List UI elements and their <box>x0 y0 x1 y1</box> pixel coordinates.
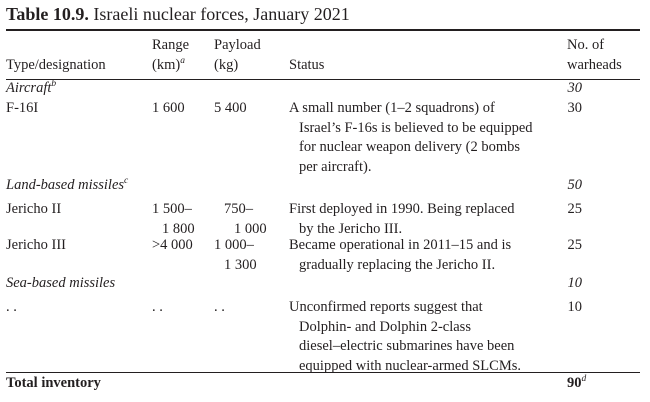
header-range-footnote: a <box>180 55 185 66</box>
header-type: Type/designation <box>6 57 106 73</box>
row-slcm-status: Unconfirmed reports suggest that Dolphin… <box>289 298 521 376</box>
row-jericho2-payload: 750– 1 000 <box>224 200 267 239</box>
total-number: 90 <box>567 375 582 391</box>
header-rule <box>6 79 640 80</box>
bottom-rule <box>6 372 640 373</box>
header-range-line2: (km)a <box>152 56 189 76</box>
row-slcm-warheads: 10 <box>567 299 583 315</box>
status-line: gradually replacing the Jericho II. <box>299 256 496 273</box>
payload-line: 1 000– <box>214 237 254 253</box>
status-line: A small number (1–2 squadrons) of <box>289 100 495 116</box>
row-f16-warheads: 30 <box>567 100 583 116</box>
section-aircraft-label: Aircraft <box>6 80 52 96</box>
status-line: Became operational in 2011–15 and is <box>289 237 512 253</box>
header-payload-line1: Payload <box>214 37 261 53</box>
row-slcm-range: . . <box>152 299 163 315</box>
payload-line: 1 000 <box>234 220 267 237</box>
section-land-warheads: 50 <box>567 177 583 193</box>
section-land: Land-based missilesc <box>6 176 128 196</box>
table-title: Table 10.9. Israeli nuclear forces, Janu… <box>6 3 350 25</box>
row-f16-type: F-16I <box>6 100 39 116</box>
row-jericho3-type: Jericho III <box>6 237 66 253</box>
row-slcm-payload: . . <box>214 299 225 315</box>
section-land-label: Land-based missiles <box>6 177 125 193</box>
status-line: Unconfirmed reports suggest that <box>289 299 483 315</box>
section-sea-warheads: 10 <box>567 275 583 291</box>
header-warheads-line1: No. of <box>567 37 605 53</box>
row-slcm-type: . . <box>6 299 17 315</box>
section-land-footnote: c <box>124 176 129 187</box>
row-jericho3-payload: 1 000– 1 300 <box>214 236 257 275</box>
row-f16-payload: 5 400 <box>214 100 247 116</box>
status-line: by the Jericho III. <box>299 220 403 237</box>
row-jericho3-range: >4 000 <box>152 237 193 253</box>
header-payload: Payload (kg) <box>214 36 261 75</box>
status-line: First deployed in 1990. Being replaced <box>289 201 515 217</box>
payload-line: 750– <box>224 201 253 217</box>
total-footnote: d <box>581 374 587 385</box>
total-value: 90d <box>567 374 586 394</box>
status-line: per aircraft). <box>299 158 372 175</box>
status-line: Dolphin- and Dolphin 2-class <box>299 318 471 335</box>
row-jericho2-range: 1 500– 1 800 <box>152 200 195 239</box>
row-jericho2-status: First deployed in 1990. Being replaced b… <box>289 200 515 239</box>
table-caption: Israeli nuclear forces, January 2021 <box>93 4 350 24</box>
row-jericho3-warheads: 25 <box>567 237 583 253</box>
section-sea: Sea-based missiles <box>6 275 116 291</box>
row-jericho2-warheads: 25 <box>567 201 583 217</box>
section-aircraft-footnote: b <box>51 79 57 90</box>
total-label: Total inventory <box>6 375 101 391</box>
row-f16-status: A small number (1–2 squadrons) of Israel… <box>289 99 533 177</box>
header-payload-line2: (kg) <box>214 56 239 73</box>
header-range: Range (km)a <box>152 36 189 75</box>
table-number: Table 10.9. <box>6 4 89 24</box>
range-line: 1 500– <box>152 201 192 217</box>
header-range-unit: (km) <box>152 56 181 73</box>
payload-line: 1 300 <box>224 256 257 273</box>
header-warheads: No. of warheads <box>567 36 622 75</box>
row-jericho2-type: Jericho II <box>6 201 62 217</box>
header-warheads-line2: warheads <box>567 56 622 73</box>
status-line: for nuclear weapon delivery (2 bombs <box>299 139 521 155</box>
header-range-line1: Range <box>152 37 190 53</box>
section-aircraft-warheads: 30 <box>567 80 583 96</box>
range-line: 1 800 <box>162 220 195 237</box>
status-line: diesel–electric submarines have been <box>299 338 515 354</box>
top-rule <box>6 29 640 31</box>
row-f16-range: 1 600 <box>152 100 185 116</box>
status-line: equipped with nuclear-armed SLCMs. <box>299 357 521 374</box>
status-line: Israel’s F-16s is believed to be equippe… <box>299 119 533 136</box>
section-aircraft: Aircraftb <box>6 79 56 99</box>
header-status: Status <box>289 57 325 73</box>
row-jericho3-status: Became operational in 2011–15 and is gra… <box>289 236 511 275</box>
